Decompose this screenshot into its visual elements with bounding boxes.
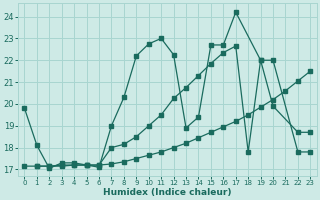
X-axis label: Humidex (Indice chaleur): Humidex (Indice chaleur) [103,188,232,197]
